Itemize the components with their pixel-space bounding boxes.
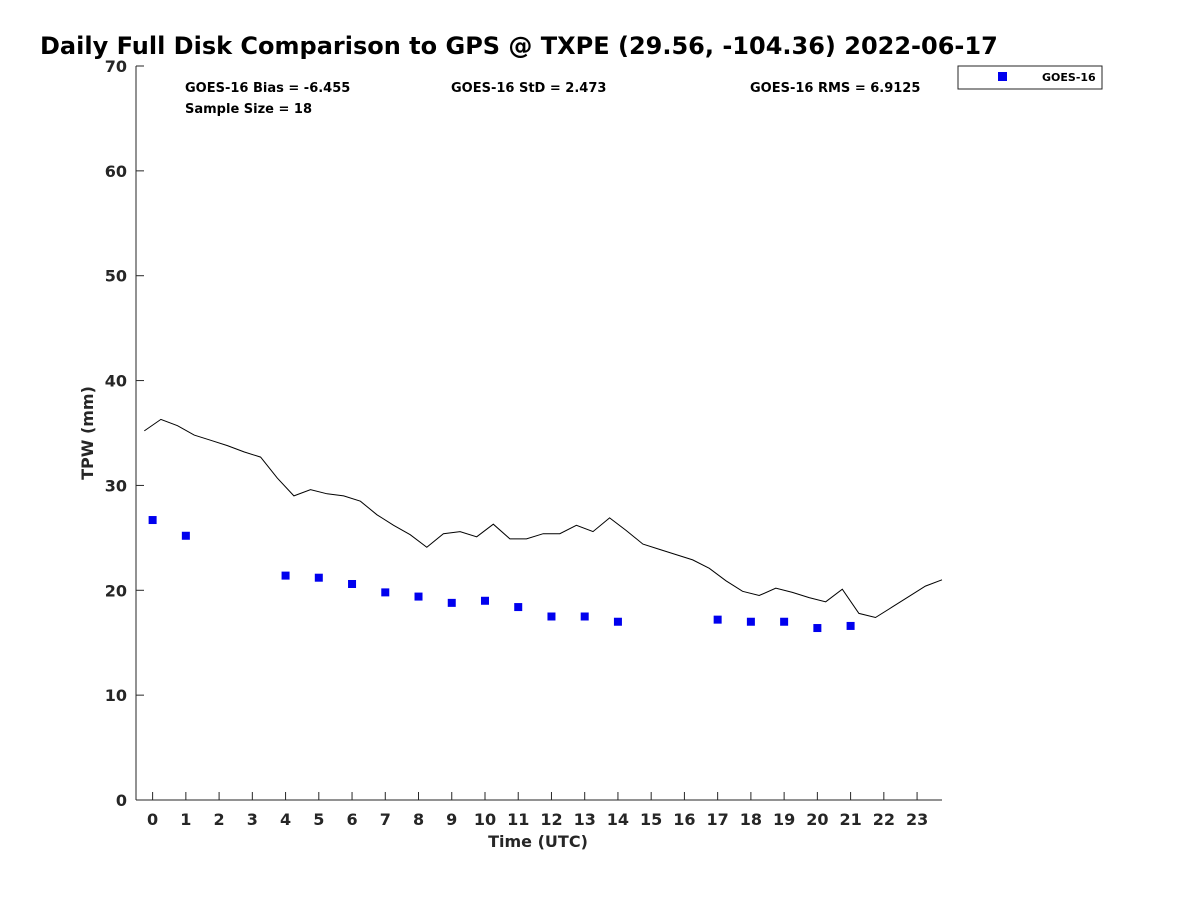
y-ticks: 0 10 20 30 40 50 60 70: [105, 57, 144, 810]
goes16-data-point: [713, 615, 722, 624]
y-tick-label: 20: [105, 581, 127, 600]
y-tick-label: 30: [105, 476, 127, 495]
y-tick-label: 10: [105, 686, 127, 705]
x-tick-label: 0: [147, 810, 158, 829]
x-tick-label: 7: [380, 810, 391, 829]
x-tick-label: 1: [180, 810, 191, 829]
x-tick-label: 12: [540, 810, 562, 829]
y-axis-label: TPW (mm): [78, 386, 97, 480]
x-tick-label: 2: [214, 810, 225, 829]
x-tick-label: 4: [280, 810, 291, 829]
x-tick-label: 9: [446, 810, 457, 829]
goes16-data-point: [813, 624, 822, 633]
goes16-data-point: [547, 612, 556, 621]
x-tick-label: 11: [507, 810, 529, 829]
goes16-data-point: [514, 603, 523, 612]
sample-size-stat: Sample Size = 18: [185, 102, 312, 117]
x-tick-label: 8: [413, 810, 424, 829]
goes16-data-point: [348, 579, 357, 588]
goes16-data-point: [746, 617, 755, 626]
x-tick-label: 6: [346, 810, 357, 829]
x-ticks: 0 1 2 3 4 5 6 7 8 9 10 11 12 13 14 15 16 17 18 19 20 21 22 23: [147, 792, 928, 829]
x-tick-label: 3: [247, 810, 258, 829]
plot-area: [144, 418, 943, 633]
x-tick-label: 18: [740, 810, 762, 829]
rms-stat: GOES-16 RMS = 6.9125: [750, 81, 920, 96]
y-tick-label: 0: [116, 791, 127, 810]
goes16-data-point: [480, 596, 489, 605]
x-tick-label: 23: [906, 810, 928, 829]
x-tick-label: 20: [806, 810, 828, 829]
chart-title: Daily Full Disk Comparison to GPS @ TXPE…: [40, 32, 998, 60]
x-tick-label: 15: [640, 810, 662, 829]
y-tick-label: 40: [105, 372, 127, 391]
goes16-data-point: [148, 516, 157, 525]
x-tick-label: 22: [873, 810, 895, 829]
x-tick-label: 19: [773, 810, 795, 829]
goes16-data-point: [846, 621, 855, 630]
legend: GOES-16: [957, 65, 1103, 90]
goes16-data-point: [181, 531, 190, 540]
goes16-data-point: [447, 598, 456, 607]
goes16-data-point: [580, 612, 589, 621]
goes16-data-point: [780, 617, 789, 626]
std-stat: GOES-16 StD = 2.473: [451, 81, 606, 96]
axes: [135, 66, 942, 801]
x-tick-label: 13: [574, 810, 596, 829]
y-tick-label: 60: [105, 162, 127, 181]
legend-box: [957, 65, 1103, 90]
y-tick-label: 50: [105, 267, 127, 286]
x-tick-label: 14: [607, 810, 629, 829]
x-tick-label: 5: [313, 810, 324, 829]
x-tick-label: 10: [474, 810, 496, 829]
legend-label: GOES-16: [1042, 71, 1096, 84]
x-tick-label: 17: [707, 810, 729, 829]
goes16-data-point: [381, 588, 390, 597]
legend-marker: [998, 72, 1007, 81]
goes16-data-point: [613, 617, 622, 626]
y-tick-label: 70: [105, 57, 127, 76]
goes16-data-point: [314, 573, 323, 582]
goes16-data-point: [414, 592, 423, 601]
x-tick-label: 16: [673, 810, 695, 829]
goes16-data-point: [281, 571, 290, 580]
bias-stat: GOES-16 Bias = -6.455: [185, 81, 350, 96]
x-tick-label: 21: [839, 810, 861, 829]
x-axis-label: Time (UTC): [488, 832, 588, 851]
gps-tpw-line: [144, 418, 943, 619]
